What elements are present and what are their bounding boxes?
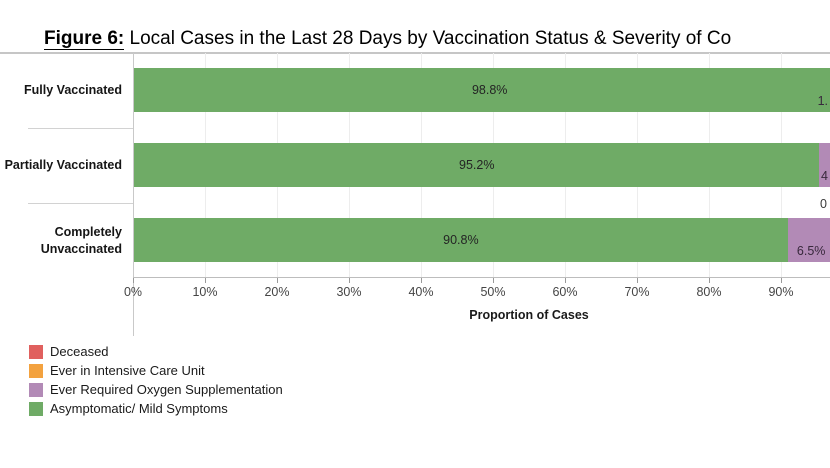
figure-title-prefix: Figure 6: <box>44 28 125 50</box>
bar-above-value-label: 0 <box>820 197 827 211</box>
axis-tick-mark <box>349 278 350 283</box>
legend-item: Ever Required Oxygen Supplementation <box>29 382 283 397</box>
x-axis-title: Proportion of Cases <box>469 308 589 322</box>
category-label: Fully Vaccinated <box>24 83 122 97</box>
axis-tick-mark <box>421 278 422 283</box>
bar-segment-oxygen <box>787 218 830 262</box>
axis-tick-mark <box>565 278 566 283</box>
row-separator-line <box>28 128 133 129</box>
axis-tick-mark <box>277 278 278 283</box>
legend-item: Ever in Intensive Care Unit <box>29 363 283 378</box>
axis-tick-label: 90% <box>768 285 794 299</box>
legend-swatch <box>29 401 43 416</box>
bar-segment-asymptomatic: 90.8% <box>134 218 788 262</box>
bar-segment-oxygen <box>819 143 830 187</box>
bar-edge-value-label: 1. <box>817 94 828 108</box>
title-divider-line <box>0 52 830 54</box>
axis-tick-label: 0% <box>123 285 143 299</box>
axis-tick-label: 40% <box>408 285 434 299</box>
axis-tick-label: 30% <box>336 285 362 299</box>
legend-label: Ever in Intensive Care Unit <box>50 363 205 378</box>
figure-title-text: Local Cases in the Last 28 Days by Vacci… <box>124 28 732 49</box>
bar-segment-asymptomatic: 95.2% <box>134 143 820 187</box>
axis-tick-label: 80% <box>696 285 722 299</box>
axis-tick-mark <box>637 278 638 283</box>
legend-label: Asymptomatic/ Mild Symptoms <box>50 401 228 416</box>
y-axis-line <box>133 53 134 336</box>
bar-edge-value-label: 4 <box>821 169 828 183</box>
axis-tick-mark <box>133 278 134 283</box>
plot-area: 98.8% 1. 95.2% 4 90.8% 6.5% 0 <box>134 53 830 278</box>
legend: Deceased Ever in Intensive Care Unit Ever … <box>29 344 283 420</box>
axis-tick-label: 20% <box>264 285 290 299</box>
axis-tick-label: 60% <box>552 285 578 299</box>
legend-label: Deceased <box>50 344 109 359</box>
legend-label: Ever Required Oxygen Supplementation <box>50 382 283 397</box>
axis-tick-mark <box>781 278 782 283</box>
legend-item: Asymptomatic/ Mild Symptoms <box>29 401 283 416</box>
bar-segment-asymptomatic: 98.8% <box>134 68 830 112</box>
row-separator-line <box>28 203 133 204</box>
axis-tick-label: 50% <box>480 285 506 299</box>
legend-swatch <box>29 363 43 378</box>
legend-item: Deceased <box>29 344 283 359</box>
bar-value-label: 98.8% <box>471 83 508 97</box>
category-label: Completely Unvaccinated <box>40 224 122 256</box>
axis-tick-mark <box>709 278 710 283</box>
legend-swatch <box>29 382 43 397</box>
bar-edge-value-label: 6.5% <box>796 244 826 258</box>
x-axis-line <box>133 277 830 278</box>
category-label: Partially Vaccinated <box>4 158 122 172</box>
legend-swatch <box>29 344 43 359</box>
bar-value-label: 90.8% <box>443 233 479 247</box>
axis-tick-mark <box>205 278 206 283</box>
axis-tick-label: 10% <box>192 285 218 299</box>
figure-title: Figure 6: Local Cases in the Last 28 Day… <box>44 28 830 50</box>
axis-tick-mark <box>493 278 494 283</box>
category-label-column: Fully Vaccinated Partially Vaccinated Comp… <box>0 53 133 278</box>
axis-tick-label: 70% <box>624 285 650 299</box>
bar-value-label: 95.2% <box>458 158 495 172</box>
